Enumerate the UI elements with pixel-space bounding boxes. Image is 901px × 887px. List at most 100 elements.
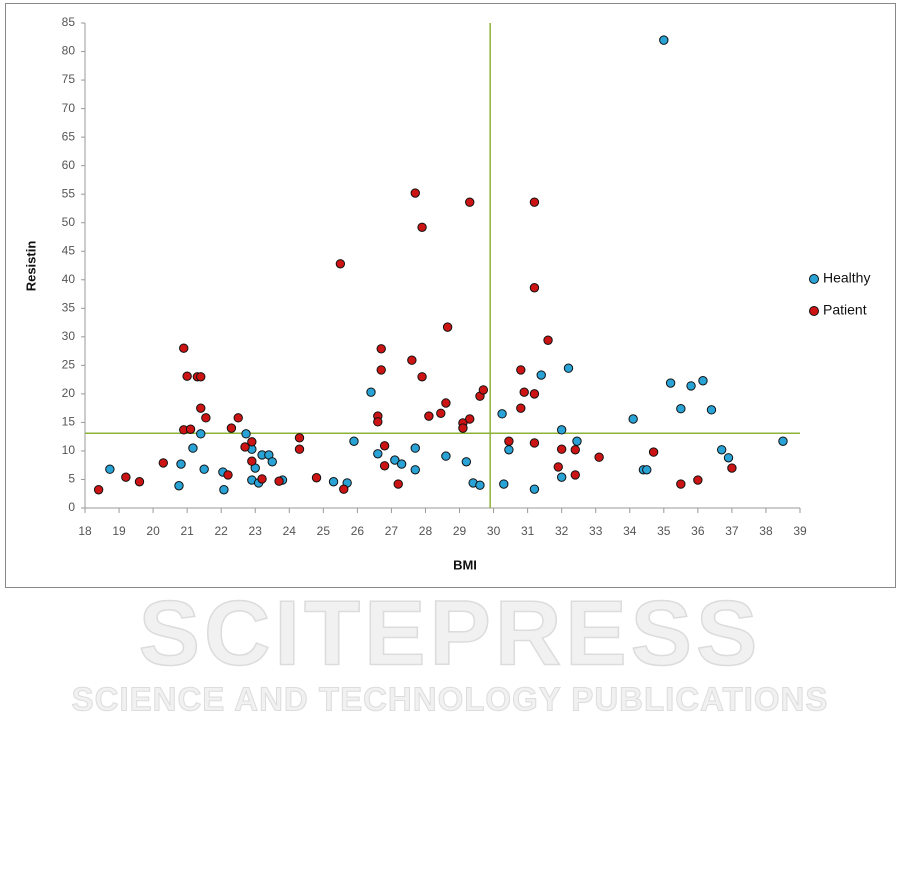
x-tick-label: 35 (657, 524, 671, 538)
y-tick-label: 20 (62, 386, 76, 400)
point (410, 188, 420, 198)
watermark-subtitle: SCIENCE AND TECHNOLOGY PUBLICATIONS (72, 681, 829, 718)
y-tick-label: 75 (62, 72, 76, 86)
point (174, 481, 184, 491)
x-tick-label: 29 (453, 524, 467, 538)
x-tick-label: 26 (351, 524, 365, 538)
point (516, 365, 526, 375)
point (267, 457, 277, 467)
x-tick-label: 24 (283, 524, 297, 538)
point (686, 381, 696, 391)
point (373, 449, 383, 459)
point (594, 452, 604, 462)
point (665, 378, 676, 388)
x-tick-label: 39 (793, 524, 807, 538)
point (529, 484, 540, 494)
point (240, 442, 250, 452)
point (556, 444, 567, 454)
point (504, 436, 514, 446)
x-tick-label: 32 (555, 524, 569, 538)
point (465, 197, 475, 207)
point (436, 408, 446, 418)
point (199, 464, 209, 474)
point (529, 389, 540, 399)
y-tick-label: 25 (62, 358, 76, 372)
point (176, 459, 186, 469)
point (570, 445, 580, 455)
point (247, 456, 257, 466)
point (311, 473, 322, 483)
point (393, 479, 403, 489)
point (121, 472, 131, 482)
point (373, 417, 383, 427)
point (529, 283, 540, 293)
point (572, 436, 582, 446)
y-tick-label: 65 (62, 129, 76, 143)
x-tick-label: 23 (249, 524, 263, 538)
point (723, 453, 734, 463)
point (247, 437, 257, 447)
x-tick-label: 20 (146, 524, 160, 538)
point (478, 385, 489, 395)
point (519, 387, 529, 397)
x-tick-label: 27 (385, 524, 399, 538)
point (441, 398, 451, 408)
y-tick-label: 70 (62, 101, 76, 115)
point (465, 414, 475, 424)
point (233, 413, 243, 423)
point (241, 429, 251, 439)
x-tick-label: 34 (623, 524, 637, 538)
x-tick-label: 37 (725, 524, 739, 538)
point (698, 376, 708, 386)
x-tick-label: 21 (180, 524, 194, 538)
point (442, 322, 453, 332)
point (504, 445, 514, 455)
point (366, 387, 376, 397)
point (642, 465, 652, 475)
x-tick-label: 36 (691, 524, 705, 538)
point (570, 470, 580, 480)
y-tick-label: 50 (62, 215, 76, 229)
point (201, 413, 211, 423)
point (223, 470, 233, 480)
point (134, 477, 145, 487)
point (335, 259, 346, 269)
watermark-title: SCITEPRESS (139, 582, 762, 684)
point (158, 458, 169, 468)
point (105, 464, 115, 474)
point (424, 411, 434, 421)
point (529, 197, 540, 207)
legend-label: Healthy (823, 270, 870, 286)
point (727, 463, 737, 473)
point (536, 370, 546, 380)
x-axis-title: BMI (453, 557, 477, 572)
point (563, 363, 574, 373)
x-tick-label: 22 (215, 524, 229, 538)
y-tick-label: 30 (62, 329, 76, 343)
point (693, 475, 703, 485)
x-tick-label: 30 (487, 524, 501, 538)
y-tick-label: 55 (62, 186, 76, 200)
point (226, 423, 237, 433)
y-tick-label: 60 (62, 158, 76, 172)
x-tick-label: 38 (759, 524, 773, 538)
point (497, 409, 507, 419)
point (196, 372, 206, 382)
point (294, 444, 305, 454)
point (778, 436, 788, 446)
point (659, 35, 669, 45)
point (417, 372, 427, 382)
point (379, 441, 390, 451)
point (185, 424, 196, 434)
point (274, 476, 284, 486)
y-axis-title: Resistin (23, 241, 38, 292)
point (475, 480, 485, 490)
y-tick-label: 80 (62, 44, 76, 58)
y-tick-label: 10 (62, 443, 76, 457)
legend-marker (809, 306, 819, 316)
point (182, 371, 192, 381)
point (219, 485, 229, 495)
point (706, 405, 717, 415)
point (499, 479, 509, 489)
